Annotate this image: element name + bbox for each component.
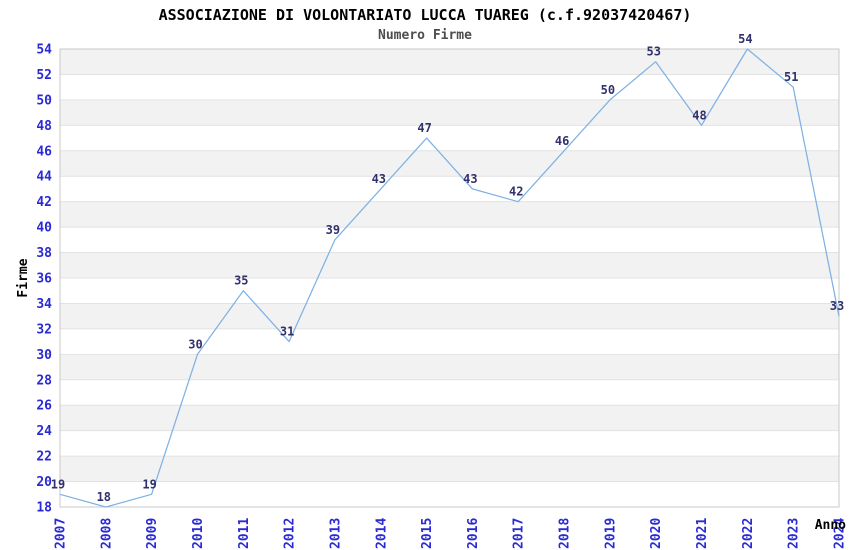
x-tick-label: 2007: [54, 518, 69, 549]
x-tick-label: 2019: [603, 518, 618, 549]
y-tick-label: 38: [36, 246, 52, 261]
data-label: 35: [234, 274, 248, 288]
series-group: [59, 48, 840, 508]
data-label: 43: [463, 172, 477, 186]
plot-band: [60, 201, 839, 228]
data-label: 18: [97, 490, 111, 504]
y-tick-label: 48: [36, 119, 52, 134]
data-label: 31: [280, 325, 294, 339]
data-label: 50: [601, 83, 615, 97]
y-tick-label: 28: [36, 373, 52, 388]
x-tick-label: 2014: [374, 518, 389, 549]
y-tick-label: 18: [36, 501, 52, 516]
y-tick-label: 42: [36, 195, 52, 210]
x-tick-label: 2016: [466, 518, 481, 549]
plot-band: [60, 303, 839, 329]
data-label: 19: [142, 477, 156, 491]
x-tick-label: 2015: [420, 518, 435, 549]
x-tick-label: 2021: [695, 518, 710, 549]
data-label: 53: [646, 45, 660, 59]
chart-title: ASSOCIAZIONE DI VOLONTARIATO LUCCA TUARE…: [158, 6, 692, 24]
y-tick-label: 24: [36, 424, 52, 439]
data-label: 39: [326, 223, 340, 237]
series-line: [59, 48, 840, 508]
y-tick-label: 40: [36, 221, 52, 236]
data-label: 54: [738, 32, 752, 46]
plot-bands: [60, 49, 839, 482]
data-label: 19: [51, 477, 65, 491]
plot-band: [60, 49, 839, 75]
y-tick-label: 22: [36, 450, 52, 465]
y-tick-label: 36: [36, 272, 52, 287]
y-tick-label: 54: [36, 43, 52, 58]
x-tick-label: 2011: [237, 518, 252, 549]
x-tick-label: 2024: [833, 518, 848, 549]
data-label: 46: [555, 134, 569, 148]
x-tick-label: 2023: [787, 518, 802, 549]
grid-lines: [59, 48, 840, 508]
x-tick-label: 2010: [191, 518, 206, 549]
data-labels: 19 18 19 30 35 31 39 43 47 43 42 46 50 53 48 54 51 33: [51, 32, 844, 504]
plot-band: [60, 354, 839, 380]
data-label: 47: [417, 121, 431, 135]
x-tick-label: 2008: [99, 518, 114, 549]
y-tick-label: 30: [36, 348, 52, 363]
tick-labels: 1820222426283032343638404244464850525420…: [36, 43, 847, 550]
x-tick-label: 2020: [649, 518, 664, 549]
y-tick-label: 32: [36, 322, 52, 337]
data-label: 43: [372, 172, 386, 186]
y-tick-label: 20: [36, 475, 52, 490]
data-label: 33: [830, 299, 844, 313]
y-axis-title: Firme: [16, 258, 31, 297]
y-tick-label: 34: [36, 297, 52, 312]
plot-band: [60, 456, 839, 482]
plot-band: [60, 252, 839, 278]
plot-border: [59, 48, 840, 508]
x-tick-label: 2009: [145, 518, 160, 549]
data-label: 42: [509, 185, 523, 199]
data-label: 30: [188, 337, 202, 351]
chart-subtitle: Numero Firme: [378, 28, 472, 43]
y-tick-label: 26: [36, 399, 52, 414]
x-axis-title: Anno: [815, 518, 846, 533]
data-label: 51: [784, 70, 798, 84]
y-tick-label: 52: [36, 68, 52, 83]
x-tick-label: 2017: [512, 518, 527, 549]
y-tick-label: 50: [36, 93, 52, 108]
data-label: 48: [692, 108, 706, 122]
x-tick-label: 2022: [741, 518, 756, 549]
y-tick-label: 44: [36, 170, 52, 185]
x-tick-label: 2018: [558, 518, 573, 549]
x-tick-label: 2013: [328, 518, 343, 549]
x-tick-label: 2012: [283, 518, 298, 549]
plot-band: [60, 405, 839, 431]
plot-band: [60, 99, 839, 126]
y-tick-label: 46: [36, 144, 52, 159]
